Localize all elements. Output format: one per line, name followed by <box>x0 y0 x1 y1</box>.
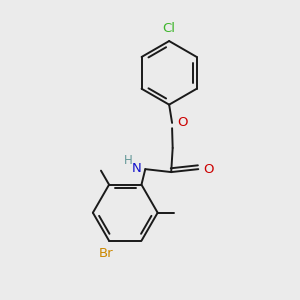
Text: O: O <box>177 116 188 129</box>
Text: Br: Br <box>99 247 113 260</box>
Text: O: O <box>203 163 214 176</box>
Text: Cl: Cl <box>163 22 176 35</box>
Text: N: N <box>132 162 142 175</box>
Text: H: H <box>124 154 133 167</box>
